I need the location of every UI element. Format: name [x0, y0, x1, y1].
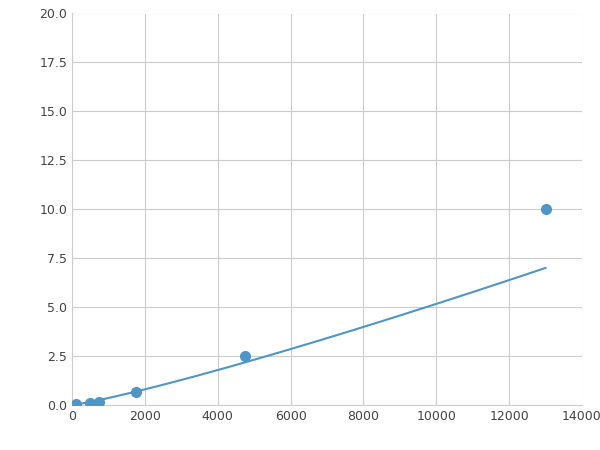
Point	[85, 400, 95, 407]
Point	[131, 389, 140, 396]
Point	[95, 399, 104, 406]
Point	[541, 206, 550, 213]
Point	[71, 400, 80, 408]
Point	[240, 352, 250, 360]
